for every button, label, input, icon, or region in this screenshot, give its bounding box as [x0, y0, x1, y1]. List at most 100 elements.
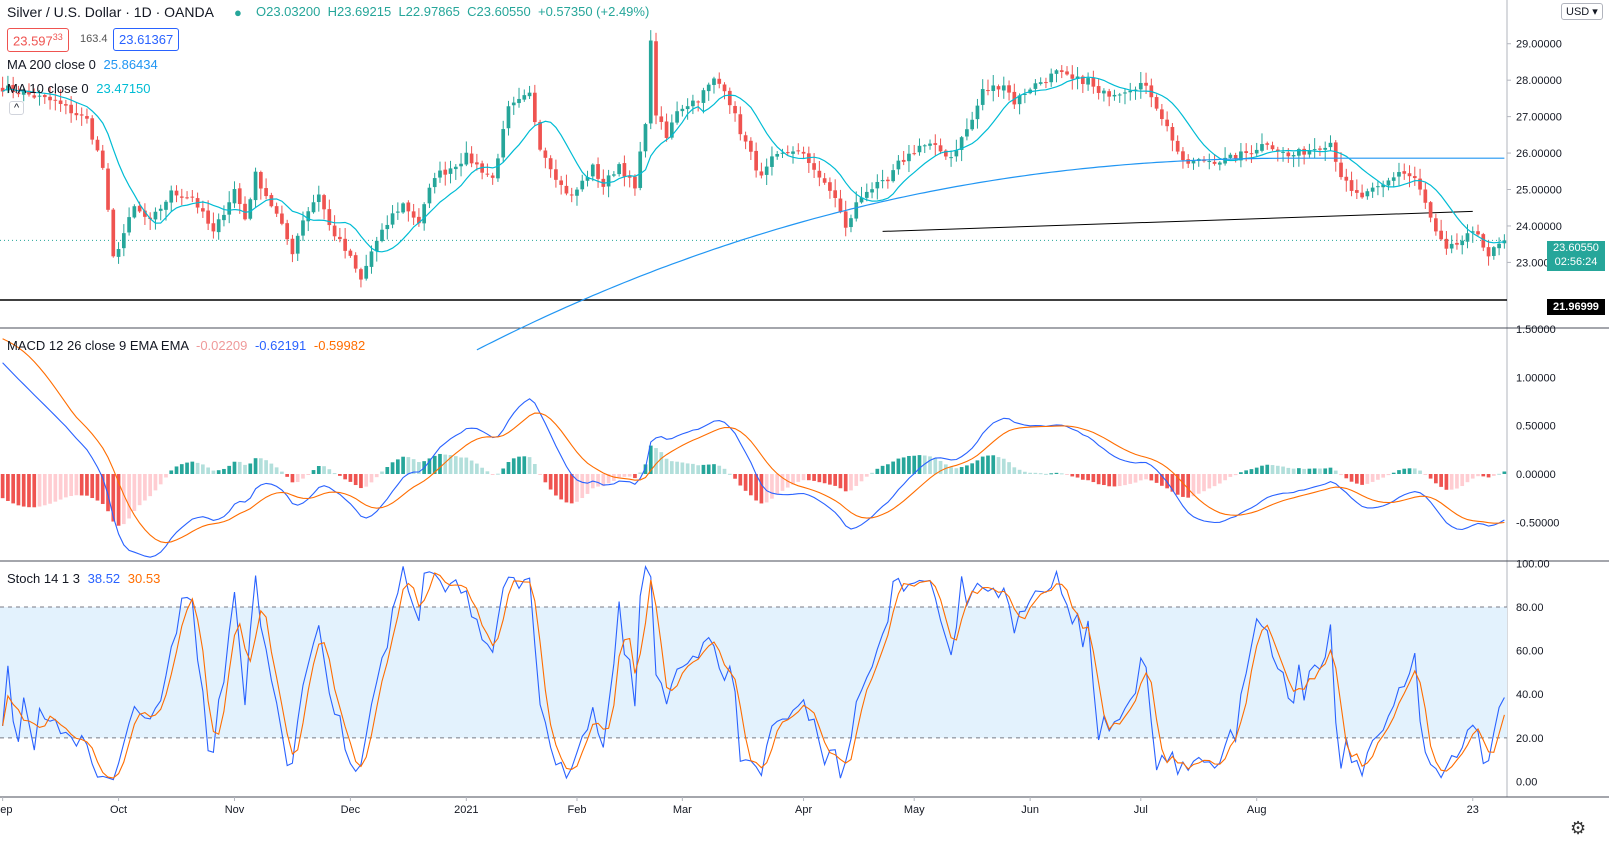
candle-body	[417, 216, 421, 224]
candle-body	[453, 166, 458, 170]
candle-body	[380, 229, 384, 242]
macd-histogram-bar	[427, 458, 432, 474]
macd-histogram-bar	[174, 466, 179, 474]
macd-histogram-bar	[517, 456, 521, 474]
candle-body	[1423, 189, 1428, 203]
macd-histogram-bar	[185, 462, 189, 474]
candle-body	[127, 217, 131, 233]
macd-histogram-bar	[922, 455, 927, 474]
y-tick-label: 27.00000	[1516, 112, 1562, 124]
macd-histogram-bar	[1133, 474, 1138, 483]
candle-body	[654, 41, 658, 116]
macd-histogram-bar	[32, 474, 37, 508]
candle-body	[269, 195, 274, 207]
macd-histogram-bar	[828, 474, 832, 485]
macd-histogram-bar	[1080, 474, 1085, 480]
x-tick-label: Jul	[1134, 804, 1148, 816]
macd-histogram-bar	[1096, 474, 1101, 485]
macd-histogram-bar	[527, 457, 532, 474]
macd-histogram-bar	[359, 474, 363, 489]
candle-body	[517, 98, 521, 104]
stoch-d-line	[2, 572, 1505, 779]
macd-histogram-bar	[343, 474, 347, 480]
macd-histogram-bar	[190, 461, 195, 474]
candle-body	[1439, 230, 1443, 240]
stoch-label: Stoch 14 1 3	[7, 571, 80, 586]
macd-histogram-bar	[269, 463, 274, 474]
macd-histogram-bar	[216, 470, 221, 474]
candle-body	[1244, 151, 1249, 153]
candle-body	[1102, 90, 1106, 94]
macd-histogram-bar	[564, 474, 569, 503]
macd-histogram-bar	[627, 474, 632, 477]
collapse-legend-icon[interactable]: ^	[9, 101, 25, 115]
sell-button[interactable]: 23.59733	[7, 28, 69, 53]
macd-histogram-bar	[886, 464, 890, 474]
macd-histogram-bar	[1170, 474, 1175, 492]
buy-button[interactable]: 23.61367	[113, 28, 180, 51]
macd-histogram-bar	[738, 474, 743, 486]
macd-tick-label: 0.00000	[1516, 469, 1556, 481]
macd-legend[interactable]: MACD 12 26 close 9 EMA EMA -0.02209 -0.6…	[7, 338, 365, 353]
macd-histogram-bar	[253, 458, 258, 474]
macd-histogram-bar	[116, 474, 121, 526]
candle-body	[158, 208, 163, 211]
ma200-legend[interactable]: MA 200 close 0 25.86434	[7, 57, 158, 72]
candle-body	[153, 211, 158, 220]
macd-histogram-bar	[206, 467, 210, 474]
macd-histogram-bar	[928, 456, 932, 474]
macd-histogram-bar	[1275, 465, 1280, 474]
macd-histogram-bar	[237, 461, 242, 474]
macd-histogram-bar	[201, 464, 205, 474]
macd-histogram-bar	[290, 474, 295, 483]
candle-body	[1476, 231, 1480, 235]
macd-histogram-bar	[675, 461, 679, 474]
macd-histogram-bar	[227, 465, 232, 474]
gear-icon[interactable]: ⚙	[1570, 818, 1587, 838]
macd-histogram-bar	[1502, 471, 1507, 474]
candle-body	[564, 185, 569, 194]
ma200-line	[476, 157, 1505, 351]
macd-histogram-bar	[1249, 469, 1254, 474]
macd-histogram-bar	[348, 474, 353, 482]
ma10-legend[interactable]: MA 10 close 0 23.47150	[7, 81, 151, 96]
candle-body	[501, 129, 506, 158]
candle-body	[301, 220, 305, 236]
candle-body	[464, 152, 469, 165]
candle-body	[1297, 149, 1301, 156]
macd-histogram-bar	[754, 474, 758, 501]
candle-body	[306, 211, 311, 222]
candle-body	[64, 104, 68, 106]
macd-histogram-bar	[1297, 468, 1301, 474]
candle-body	[1497, 243, 1501, 249]
candle-body	[1460, 240, 1465, 246]
macd-histogram-bar	[817, 474, 822, 483]
candle-body	[733, 105, 737, 114]
macd-histogram-bar	[496, 473, 500, 475]
candle-body	[74, 113, 79, 116]
macd-histogram-bar	[1370, 474, 1375, 482]
macd-histogram-bar	[1312, 468, 1317, 474]
candle-body	[353, 255, 358, 269]
candle-body	[506, 106, 511, 129]
stoch-legend[interactable]: Stoch 14 1 3 38.52 30.53	[7, 571, 160, 586]
candle-body	[1254, 149, 1259, 154]
candle-body	[685, 106, 690, 110]
macd-histogram-bar	[111, 474, 116, 522]
macd-histogram-bar	[1486, 474, 1491, 478]
candle-body	[100, 150, 105, 168]
macd-histogram-bar	[1202, 474, 1206, 492]
macd-histogram-bar	[1117, 474, 1122, 487]
candle-body	[901, 159, 906, 162]
candle-body	[664, 121, 669, 138]
candle-body	[870, 189, 874, 193]
stoch-tick-label: 80.00	[1516, 602, 1544, 614]
candle-body	[1123, 92, 1127, 94]
last-price-value: 23.60550	[1553, 242, 1599, 254]
currency-selector[interactable]: USD ▾	[1561, 3, 1603, 20]
candle-body	[638, 151, 643, 188]
macd-histogram-bar	[1239, 472, 1243, 474]
candle-body	[812, 163, 816, 170]
candle-body	[85, 116, 89, 119]
